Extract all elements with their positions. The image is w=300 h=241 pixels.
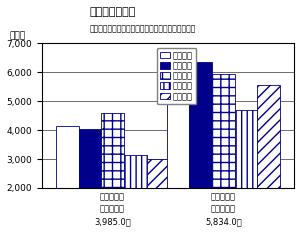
Text: （円）: （円）	[9, 32, 26, 40]
Bar	[79, 129, 101, 188]
Text: 5,834.0円: 5,834.0円	[205, 217, 242, 226]
Bar	[189, 62, 212, 188]
Bar	[167, 85, 189, 188]
Bar	[235, 110, 257, 188]
Text: 三重県平均: 三重県平均	[211, 205, 236, 214]
Text: 小規模店舗: 小規模店舗	[211, 192, 236, 201]
Legend: 北勢地域, 中勢地域, 南勢地域, 伊賀地域, 紀州地域: 北勢地域, 中勢地域, 南勢地域, 伊賀地域, 紀州地域	[157, 47, 196, 104]
Text: 地域別価格分布: 地域別価格分布	[90, 7, 136, 17]
Bar	[101, 113, 124, 188]
Text: 三重県平均: 三重県平均	[100, 205, 125, 214]
Bar	[124, 155, 147, 188]
Bar	[147, 159, 169, 188]
Text: 3,985.0円: 3,985.0円	[94, 217, 131, 226]
Bar	[257, 85, 280, 188]
Bar	[56, 126, 79, 188]
Bar	[212, 74, 235, 188]
Text: ワイシャツ「国産品」ポリエステル混紡ブロード）: ワイシャツ「国産品」ポリエステル混紡ブロード）	[90, 24, 196, 33]
Text: 大規模店舗: 大規模店舗	[100, 192, 125, 201]
